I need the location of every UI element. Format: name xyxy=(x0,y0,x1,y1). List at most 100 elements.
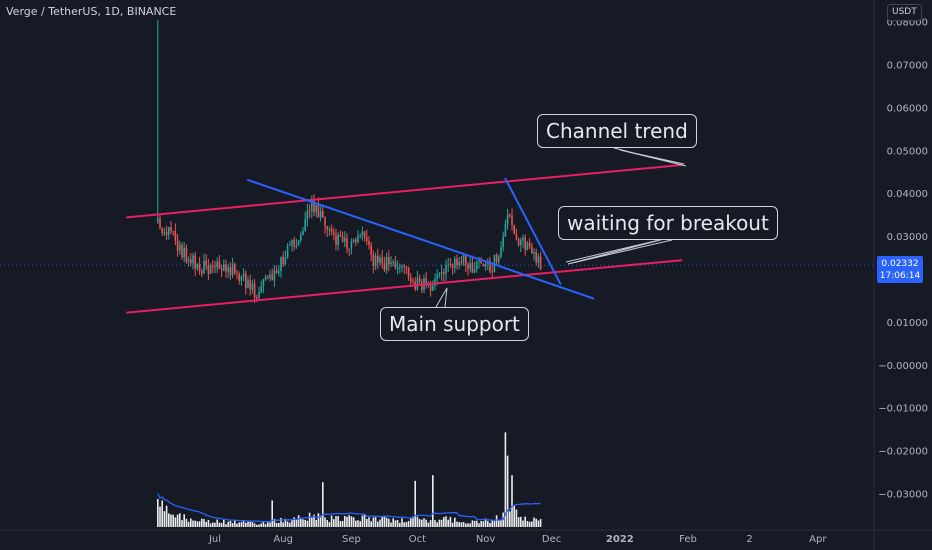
time-axis: Jul Aug Sep Oct Nov Dec 2022 Feb 2 Apr xyxy=(208,534,827,545)
candle xyxy=(236,269,238,280)
candle xyxy=(251,279,254,294)
volume-bar xyxy=(361,515,364,527)
candle xyxy=(264,274,267,281)
main-support-callout[interactable]: Main support xyxy=(380,307,529,341)
descending-trendline xyxy=(247,179,595,300)
candle-body xyxy=(498,256,500,262)
candle-body xyxy=(192,255,194,264)
candle-body xyxy=(168,226,170,235)
volume-bar xyxy=(293,517,295,527)
time-tick-label: Apr xyxy=(809,534,827,545)
candle-body xyxy=(491,271,493,273)
candle-body xyxy=(405,266,408,268)
candle xyxy=(174,223,177,246)
candle xyxy=(179,240,181,255)
candle-body xyxy=(300,235,302,241)
channel-trend-callout[interactable]: Channel trend xyxy=(537,114,697,148)
volume-bar xyxy=(201,518,203,527)
candle xyxy=(377,248,379,270)
volume-bar xyxy=(410,517,412,527)
candle-body xyxy=(460,262,463,264)
candle xyxy=(205,254,207,271)
candle-body xyxy=(302,230,304,236)
volume-bar xyxy=(522,520,524,527)
candle xyxy=(379,254,381,266)
candle-body xyxy=(317,204,320,218)
candle-body xyxy=(337,234,339,245)
volume-bar xyxy=(473,520,476,527)
volume-bar xyxy=(517,517,520,527)
candle-body xyxy=(500,247,502,257)
volume-bar xyxy=(447,519,449,527)
candle-body xyxy=(454,258,456,269)
breakout-callout[interactable]: waiting for breakout xyxy=(558,206,778,240)
candle xyxy=(502,231,504,252)
candle xyxy=(498,254,500,266)
price-tick-label: −0.02000 xyxy=(878,447,928,458)
volume-bar xyxy=(247,521,249,527)
volume-bar xyxy=(284,518,287,527)
volume-bar xyxy=(308,512,311,527)
candle-body xyxy=(172,231,174,233)
candle-body xyxy=(306,210,309,220)
volume-bar xyxy=(357,520,359,527)
volume-bar xyxy=(484,518,487,527)
candle-body xyxy=(350,241,353,249)
volume-bar xyxy=(187,521,190,527)
candle xyxy=(447,257,449,273)
volume-bar xyxy=(513,505,515,527)
candle xyxy=(163,227,166,237)
candle-body xyxy=(401,265,403,267)
volume-bar xyxy=(264,524,267,527)
candle-body xyxy=(216,261,218,268)
volume-bar xyxy=(198,521,201,527)
candle-body xyxy=(339,234,342,237)
volume-bar xyxy=(425,519,427,527)
candle xyxy=(526,241,529,251)
volume-bar xyxy=(322,482,324,527)
candle xyxy=(489,256,491,274)
candle-body xyxy=(513,224,515,234)
volume-bar xyxy=(469,523,471,527)
candle-body xyxy=(198,263,201,271)
volume-bar xyxy=(311,517,313,527)
candle-body xyxy=(286,245,289,258)
candle-body xyxy=(319,211,322,218)
candle xyxy=(297,240,300,246)
candle xyxy=(231,257,234,279)
main-support-pointer xyxy=(435,287,448,308)
candle-body xyxy=(473,269,476,273)
candle xyxy=(220,264,223,278)
candle-body xyxy=(231,264,234,275)
currency-label[interactable]: USDT xyxy=(887,4,922,21)
volume-bar xyxy=(449,516,452,527)
volume-bar xyxy=(242,520,245,527)
volume-bar xyxy=(350,516,353,527)
candle xyxy=(539,251,542,271)
candle-body xyxy=(374,255,377,266)
volume-bar xyxy=(524,516,526,527)
candle xyxy=(533,248,535,261)
candle-body xyxy=(535,252,537,263)
symbol-title[interactable]: Verge / TetherUS, 1D, BINANCE xyxy=(6,5,177,18)
volume-bar xyxy=(372,517,375,527)
candle-body xyxy=(368,241,370,246)
candle xyxy=(458,257,460,270)
volume-bar xyxy=(392,518,394,527)
volume-bar xyxy=(238,522,240,527)
candle-body xyxy=(185,247,188,262)
volume-bar xyxy=(438,519,441,527)
volume-bar xyxy=(515,509,518,527)
candle xyxy=(504,219,507,238)
volume-bar xyxy=(251,522,254,527)
volume-bar xyxy=(467,523,469,527)
candle-body xyxy=(465,254,467,265)
candle xyxy=(403,263,405,274)
candle xyxy=(487,258,489,271)
volume-bar xyxy=(427,522,430,527)
candle xyxy=(319,206,322,222)
candle-body xyxy=(242,273,245,277)
volume-bar xyxy=(229,520,232,527)
